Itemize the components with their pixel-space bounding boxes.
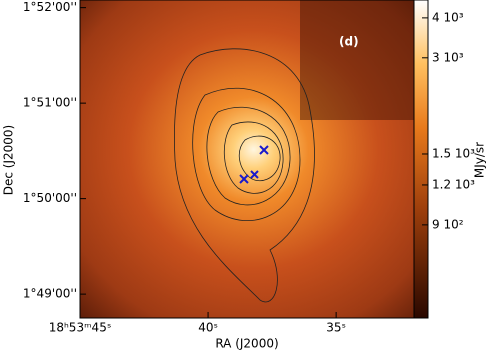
x-tick-label: 18ʰ53ᵐ45ˢ: [49, 321, 112, 335]
colorbar-tick-label: 3 10³: [432, 50, 464, 64]
colorbar-tick-label: 9 10²: [432, 217, 464, 231]
y-tick-label: 1°50'00'': [23, 191, 77, 205]
x-tick-label: 40ˢ: [198, 321, 218, 335]
colorbar: [413, 0, 429, 319]
colorbar-tick-label: 1.2 10³: [432, 177, 475, 191]
colorbar-label: MJy/sr: [473, 142, 487, 178]
image: [79, 0, 415, 319]
colorbar-tick-label: 4 10³: [432, 10, 464, 24]
x-axis-label: RA (J2000): [215, 337, 278, 351]
y-axis-label: Dec (J2000): [2, 125, 16, 195]
x-tick-label: 35ˢ: [326, 321, 346, 335]
panel-label: (d): [339, 35, 359, 49]
y-tick-label: 1°51'00'': [23, 96, 77, 110]
y-tick-label: 1°52'00'': [23, 0, 77, 14]
colorbar-tick-label: 1.5 10³: [432, 146, 475, 160]
y-tick-label: 1°49'00'': [23, 287, 77, 301]
